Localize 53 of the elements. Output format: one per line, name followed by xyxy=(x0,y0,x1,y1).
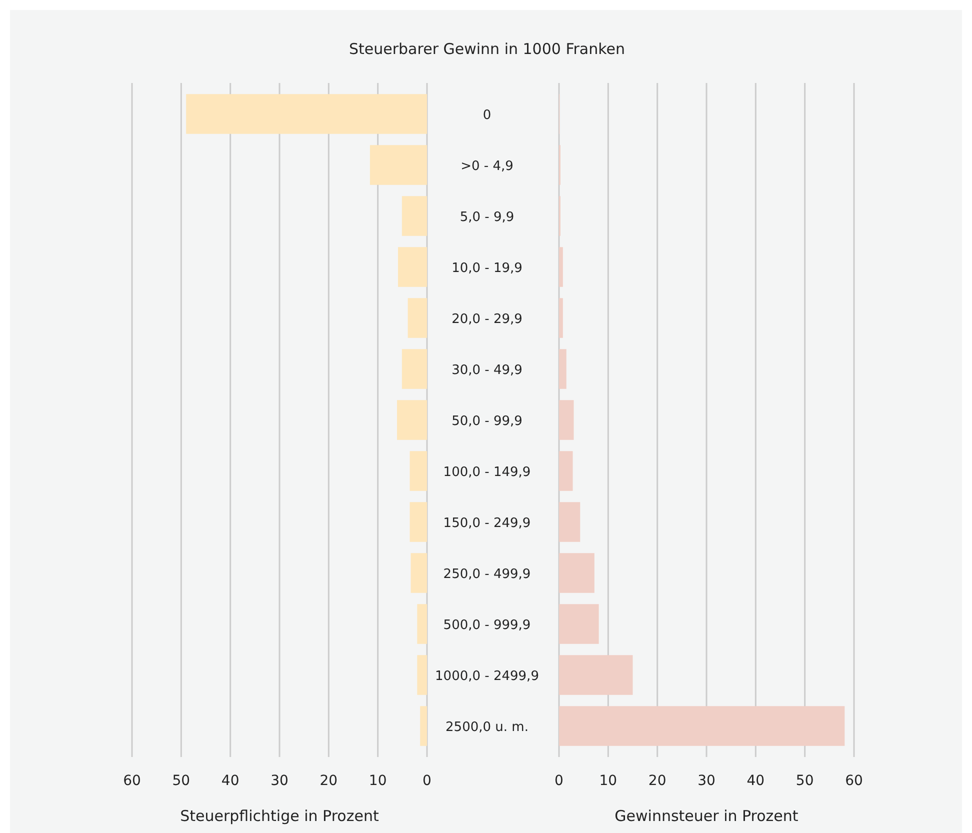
bar xyxy=(559,400,574,440)
x-tick-label: 40 xyxy=(221,773,240,789)
y-tick-label: >0 - 4,9 xyxy=(460,158,514,174)
y-tick-label: 100,0 - 149,9 xyxy=(443,465,531,480)
x-tick-label: 60 xyxy=(845,773,863,789)
y-tick-label: 250,0 - 499,9 xyxy=(443,567,531,582)
bar xyxy=(370,145,427,185)
y-tick-label: 0 xyxy=(482,108,492,123)
x-tick-label: 30 xyxy=(698,773,716,789)
x-tick-label: 50 xyxy=(796,773,814,789)
bar xyxy=(559,247,563,287)
bar xyxy=(410,502,427,542)
bar xyxy=(410,451,427,491)
bar xyxy=(408,298,427,338)
bar xyxy=(420,706,427,746)
bar xyxy=(559,604,599,644)
bar xyxy=(559,502,580,542)
x-tick-label: 10 xyxy=(368,773,387,789)
y-tick-label: 2500,0 u. m. xyxy=(446,720,528,736)
x-axis-title: Gewinnsteuer in Prozent xyxy=(614,807,798,825)
x-tick-label: 20 xyxy=(320,773,338,789)
x-tick-label: 10 xyxy=(599,773,618,789)
y-tick-label: 5,0 - 9,9 xyxy=(460,210,514,225)
x-tick-label: 60 xyxy=(123,773,141,789)
y-tick-label: 500,0 - 999,9 xyxy=(443,618,531,634)
x-axis-title: Steuerpflichtige in Prozent xyxy=(180,807,379,825)
x-tick-label: 0 xyxy=(422,773,432,789)
y-tick-label: 20,0 - 29,9 xyxy=(452,312,522,327)
x-tick-label: 0 xyxy=(554,773,564,789)
x-tick-label: 30 xyxy=(270,773,288,789)
y-tick-label: 50,0 - 99,9 xyxy=(452,414,522,429)
bar xyxy=(398,247,427,287)
bar xyxy=(410,553,427,593)
bar xyxy=(559,655,633,695)
bar xyxy=(402,196,427,236)
bar xyxy=(402,349,427,389)
y-tick-label: 10,0 - 19,9 xyxy=(452,260,522,276)
y-tick-label: 1000,0 - 2499,9 xyxy=(435,669,539,684)
bar xyxy=(186,94,427,134)
y-tick-label: 30,0 - 49,9 xyxy=(452,363,522,378)
bar xyxy=(559,451,573,491)
bar xyxy=(417,655,427,695)
bar xyxy=(397,400,427,440)
y-tick-label: 150,0 - 249,9 xyxy=(443,516,531,532)
bar xyxy=(559,298,563,338)
bar xyxy=(559,706,845,746)
x-tick-label: 20 xyxy=(648,773,666,789)
bar xyxy=(559,349,566,389)
text: Steuerbarer Gewinn in 1000 Franken xyxy=(349,40,625,58)
bar xyxy=(417,604,427,644)
x-tick-label: 50 xyxy=(172,773,190,789)
bar xyxy=(559,553,594,593)
x-tick-label: 40 xyxy=(746,773,765,789)
